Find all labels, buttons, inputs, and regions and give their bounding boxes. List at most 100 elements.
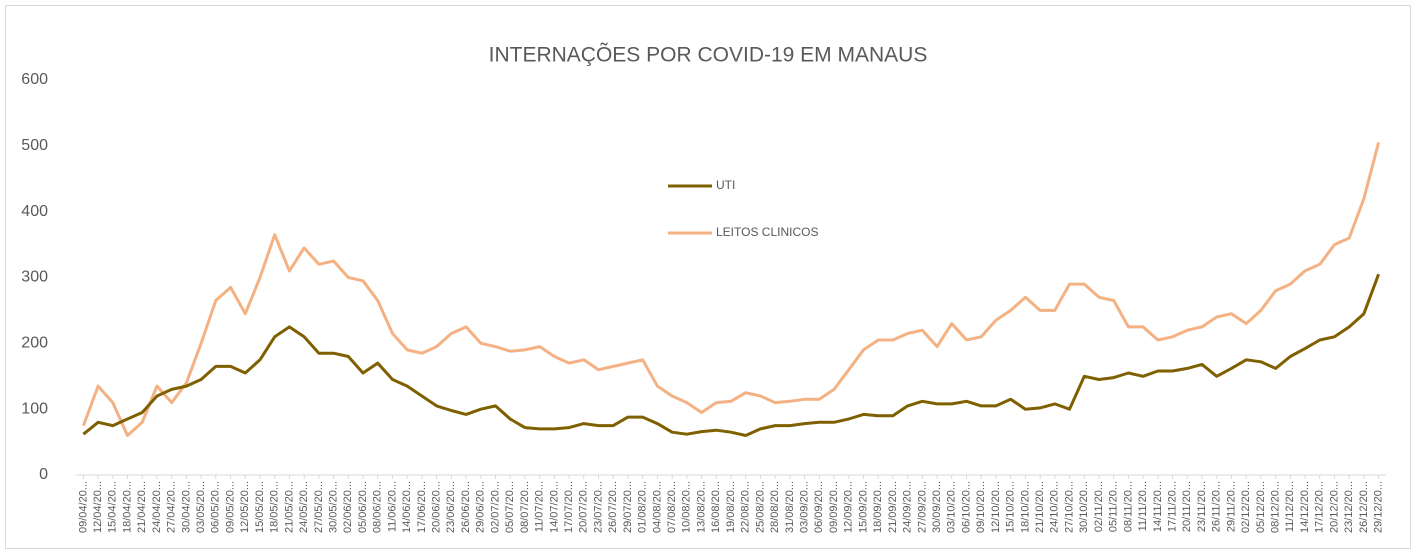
x-tick-label: 27/04/20... [166,481,178,533]
x-tick-label: 22/08/20... [740,481,752,533]
x-tick-label: 09/04/20... [77,481,89,533]
x-tick-label: 18/05/20... [269,481,281,533]
x-tick-label: 18/09/20... [872,481,884,533]
x-tick-label: 05/07/20... [504,481,516,533]
x-tick-label: 20/11/20... [1181,481,1193,532]
x-tick-label: 31/08/20... [784,481,796,533]
x-tick-label: 02/07/20... [489,481,501,533]
x-tick-label: 06/05/20... [210,481,222,533]
x-tick-label: 30/09/20... [931,481,943,533]
x-tick-label: 12/09/20... [843,481,855,533]
x-tick-label: 28/08/20... [769,481,781,533]
x-tick-label: 01/08/20... [637,481,649,533]
y-tick-label: 400 [21,203,48,220]
x-tick-label: 29/06/20... [475,481,487,533]
x-tick-label: 23/11/20... [1196,481,1208,532]
legend-label: LEITOS CLINICOS [716,225,818,239]
x-tick-label: 12/10/20... [990,481,1002,533]
x-tick-label: 14/12/20... [1299,481,1311,533]
x-tick-label: 20/12/20... [1328,481,1340,533]
x-tick-label: 12/05/20... [239,481,251,533]
x-tick-label: 09/05/20... [224,481,236,533]
x-tick-label: 21/04/20... [136,481,148,533]
x-tick-label: 17/12/20... [1314,481,1326,533]
x-tick-label: 06/10/20... [960,481,972,533]
x-tick-label: 11/06/20... [386,481,398,532]
x-tick-label: 16/08/20... [710,481,722,533]
x-tick-label: 03/10/20... [946,481,958,533]
line-series [82,273,1381,437]
x-tick-label: 03/09/20... [799,481,811,533]
x-tick-label: 17/07/20... [563,481,575,533]
y-tick-label: 500 [21,137,48,154]
x-tick-label: 11/11/20... [1137,481,1149,531]
x-tick-label: 03/05/20... [195,481,207,533]
y-tick-label: 600 [21,71,48,88]
x-tick-label: 14/07/20... [548,481,560,533]
y-tick-label: 100 [21,400,48,417]
x-tick-label: 06/09/20... [813,481,825,533]
x-tick-label: 20/07/20... [578,481,590,533]
x-tick-label: 23/06/20... [445,481,457,533]
x-tick-label: 20/06/20... [431,481,443,533]
x-tick-label: 18/04/20... [121,481,133,533]
x-tick-label: 24/09/20... [902,481,914,533]
x-tick-label: 29/12/20... [1373,481,1385,533]
x-tick-label: 27/10/20... [1063,481,1075,533]
x-tick-label: 30/10/20... [1078,481,1090,533]
x-tick-label: 24/10/20... [1049,481,1061,533]
x-tick-label: 29/11/20... [1225,481,1237,532]
x-tick-label: 13/08/20... [695,481,707,533]
x-tick-label: 08/07/20... [519,481,531,533]
x-tick-label: 18/10/20... [1019,481,1031,533]
x-tick-label: 26/12/20... [1358,481,1370,533]
x-tick-label: 11/12/20... [1284,481,1296,532]
y-tick-label: 200 [21,335,48,352]
x-tick-label: 30/04/20... [180,481,192,533]
x-tick-label: 10/08/20... [681,481,693,533]
x-tick-label: 17/06/20... [416,481,428,533]
x-tick-label: 02/12/20... [1240,481,1252,533]
x-tick-label: 12/04/20... [92,481,104,533]
x-tick-label: 14/11/20... [1152,481,1164,532]
x-tick-label: 27/09/20... [916,481,928,533]
y-tick-label: 300 [21,269,48,286]
chart-title: INTERNAÇÕES POR COVID-19 EM MANAUS [489,43,928,67]
x-tick-label: 02/11/20... [1093,481,1105,532]
x-tick-label: 21/10/20... [1034,481,1046,533]
x-tick-label: 23/07/20... [592,481,604,533]
x-tick-label: 08/12/20... [1270,481,1282,533]
legend-label: UTI [716,178,735,192]
x-tick-label: 21/05/20... [283,481,295,533]
x-tick-label: 27/05/20... [313,481,325,533]
x-tick-label: 07/08/20... [666,481,678,533]
x-tick-label: 05/06/20... [357,481,369,533]
x-tick-label: 09/10/20... [975,481,987,533]
x-tick-label: 19/08/20... [725,481,737,533]
y-tick-label: 0 [39,466,48,483]
x-tick-label: 21/09/20... [887,481,899,533]
x-tick-label: 26/06/20... [460,481,472,533]
x-tick-label: 11/07/20... [534,481,546,532]
x-tick-label: 23/12/20... [1343,481,1355,533]
x-tick-label: 15/10/20... [1005,481,1017,533]
x-tick-label: 24/04/20... [151,481,163,533]
x-tick-label: 15/09/20... [857,481,869,533]
x-tick-label: 26/07/20... [607,481,619,533]
x-tick-label: 04/08/20... [651,481,663,533]
chart-border [5,5,1411,549]
x-tick-label: 05/12/20... [1255,481,1267,533]
x-tick-label: 24/05/20... [298,481,310,533]
x-tick-label: 17/11/20... [1166,481,1178,532]
x-tick-label: 14/06/20... [401,481,413,533]
x-tick-label: 02/06/20... [342,481,354,533]
x-tick-label: 30/05/20... [327,481,339,533]
x-tick-label: 15/04/20... [107,481,119,533]
x-tick-label: 08/06/20... [372,481,384,533]
x-tick-label: 05/11/20... [1108,481,1120,532]
x-tick-label: 15/05/20... [254,481,266,533]
line-series [81,142,1381,437]
x-tick-label: 26/11/20... [1211,481,1223,532]
x-tick-label: 09/09/20... [828,481,840,533]
